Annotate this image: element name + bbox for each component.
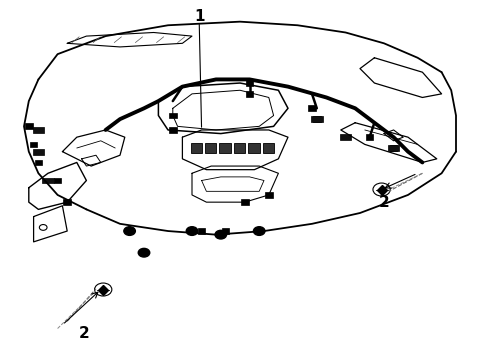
Circle shape <box>186 227 198 235</box>
Bar <box>30 142 37 147</box>
Bar <box>219 143 231 153</box>
Bar <box>311 116 323 122</box>
Bar <box>241 199 249 205</box>
Bar <box>25 123 33 129</box>
Bar <box>54 178 61 183</box>
Bar <box>265 192 273 198</box>
Bar <box>198 228 205 234</box>
Circle shape <box>138 248 150 257</box>
Text: 2: 2 <box>79 326 89 342</box>
Bar <box>234 143 245 153</box>
Circle shape <box>253 227 265 235</box>
Text: 1: 1 <box>194 9 204 24</box>
Bar <box>33 127 44 133</box>
Bar <box>205 143 216 153</box>
Bar <box>246 80 253 86</box>
Bar <box>35 160 42 165</box>
Bar <box>191 143 202 153</box>
Bar <box>222 228 229 234</box>
Bar <box>313 116 321 122</box>
Bar <box>388 145 399 151</box>
Bar <box>248 143 260 153</box>
Bar <box>308 105 316 111</box>
Text: 2: 2 <box>379 195 389 210</box>
Bar <box>33 149 44 155</box>
Bar <box>340 134 351 140</box>
Circle shape <box>215 230 227 239</box>
Bar <box>263 143 274 153</box>
Bar <box>390 145 397 151</box>
Bar <box>169 127 177 133</box>
Bar <box>366 134 373 140</box>
Bar <box>169 113 177 118</box>
Bar <box>246 91 253 97</box>
Bar <box>42 178 54 183</box>
Circle shape <box>124 227 135 235</box>
Bar <box>63 199 71 205</box>
